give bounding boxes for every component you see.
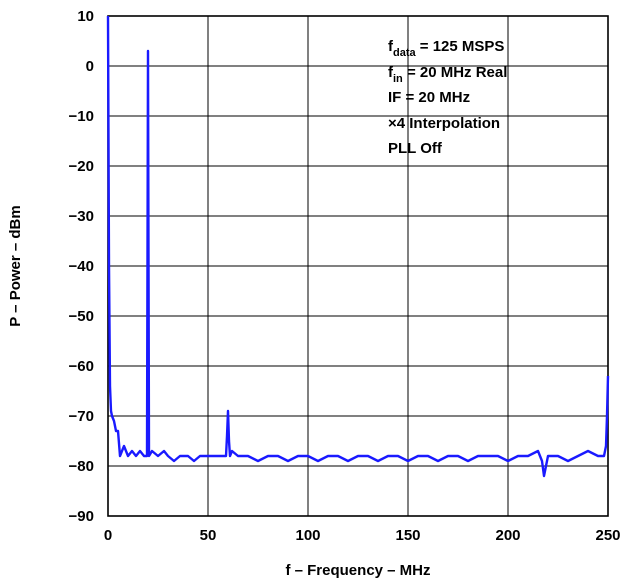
y-tick-label: −60 <box>69 358 94 375</box>
y-tick-labels: 10 0 −10 −20 −30 −40 −50 −60 −70 −80 −90 <box>69 8 94 525</box>
x-tick-label: 100 <box>295 527 320 544</box>
y-tick-label: −90 <box>69 508 94 525</box>
y-tick-label: −80 <box>69 458 94 475</box>
x-tick-label: 250 <box>595 527 620 544</box>
x-tick-label: 50 <box>200 527 217 544</box>
y-tick-label: −70 <box>69 408 94 425</box>
annotation: fdata = 125 MSPS fin = 20 MHz Real IF = … <box>388 38 507 157</box>
x-tick-label: 0 <box>104 527 112 544</box>
y-tick-label: −10 <box>69 108 94 125</box>
annotation-line-2: fin = 20 MHz Real <box>388 64 507 85</box>
x-axis-title: f – Frequency – MHz <box>285 562 430 579</box>
y-tick-label: 0 <box>86 58 94 75</box>
x-tick-label: 200 <box>495 527 520 544</box>
y-tick-label: −30 <box>69 208 94 225</box>
annotation-line-5: PLL Off <box>388 140 443 157</box>
y-tick-label: −50 <box>69 308 94 325</box>
annotation-line-4: ×4 Interpolation <box>388 115 500 132</box>
y-axis-title: P – Power – dBm <box>7 205 24 326</box>
series-line <box>106 15 610 478</box>
y-tick-label: −20 <box>69 158 94 175</box>
grid <box>108 16 608 516</box>
annotation-line-1: fdata = 125 MSPS <box>388 38 504 59</box>
y-tick-label: −40 <box>69 258 94 275</box>
x-tick-label: 150 <box>395 527 420 544</box>
annotation-line-3: IF = 20 MHz <box>388 89 470 106</box>
y-tick-label: 10 <box>77 8 94 25</box>
x-tick-labels: 0 50 100 150 200 250 <box>104 527 621 544</box>
